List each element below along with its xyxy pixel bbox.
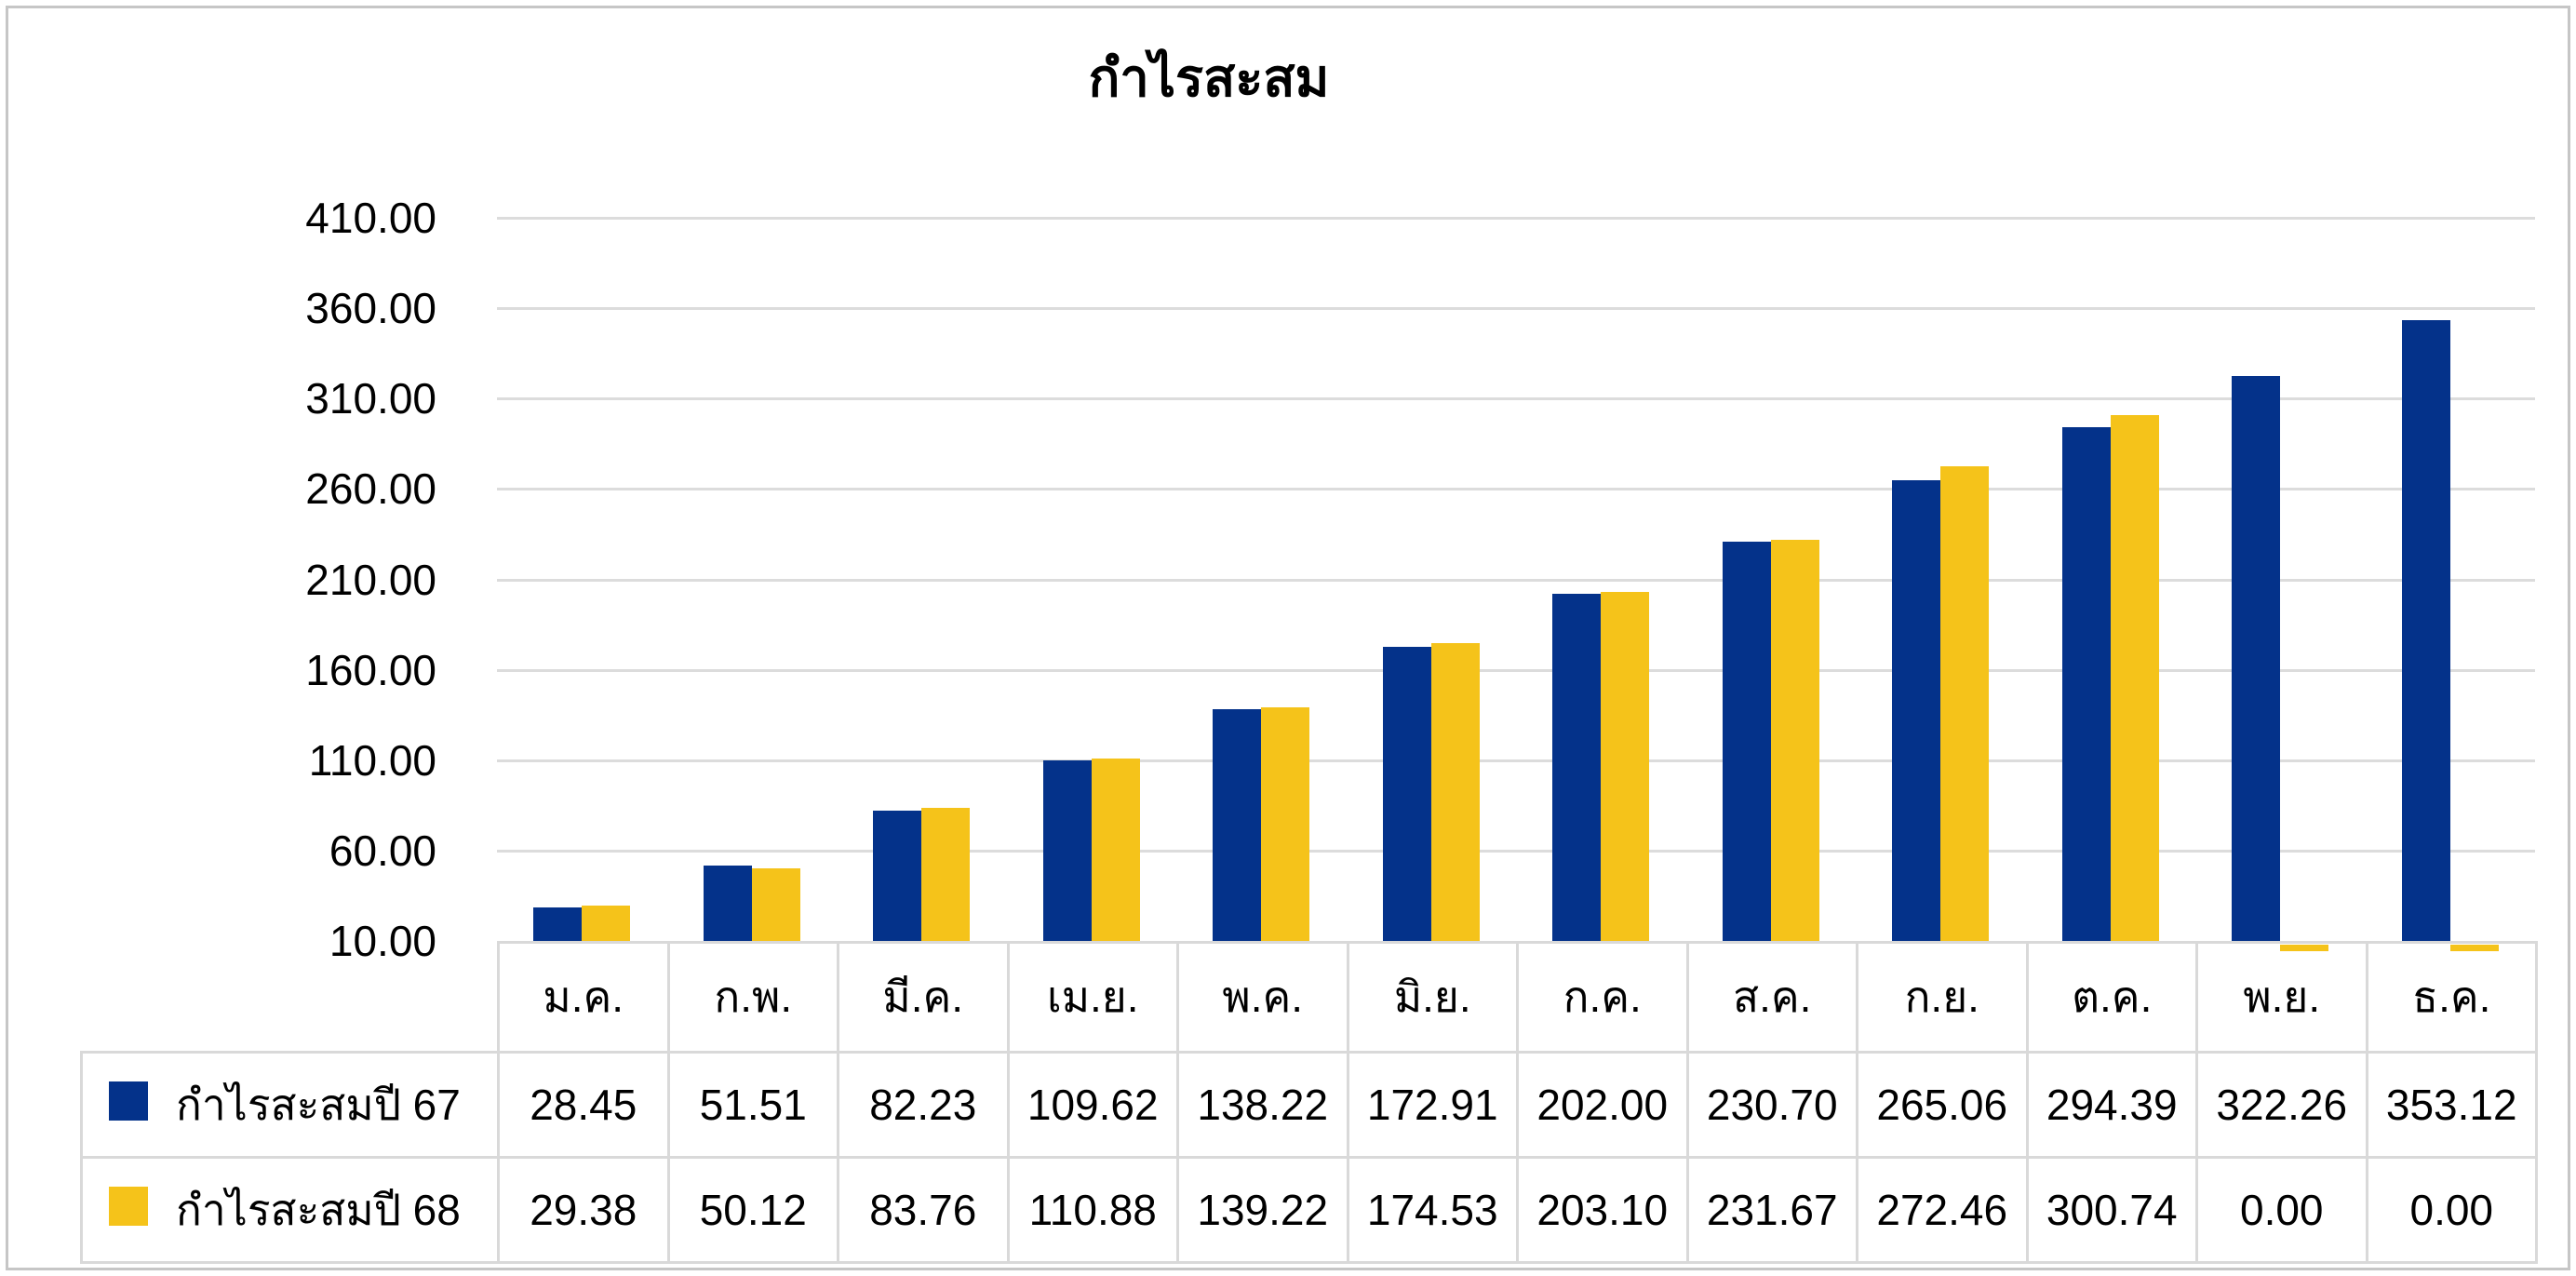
bar-y68-1: [751, 868, 800, 941]
y-axis-tick-3: 260.00: [305, 464, 436, 514]
y-axis-tick-6: 110.00: [308, 735, 436, 785]
month-header-0: ม.ค.: [497, 941, 670, 1054]
bar-y68-11: [2449, 945, 2499, 951]
bar-y68-7: [1770, 540, 1819, 941]
legend-label-y67: กำไรสะสมปี 67: [176, 1080, 461, 1129]
legend-swatch-y68: [109, 1187, 148, 1226]
month-header-3: เม.ย.: [1006, 941, 1179, 1054]
value-y68-10: 0.00: [2195, 1156, 2368, 1264]
bar-y67-3: [1042, 760, 1092, 941]
month-header-4: พ.ค.: [1176, 941, 1349, 1054]
bar-y68-9: [2110, 415, 2159, 941]
gridline-110.00: [497, 759, 2535, 762]
month-header-5: มิ.ย.: [1346, 941, 1519, 1054]
value-y67-9: 294.39: [2025, 1051, 2198, 1159]
value-y67-11: 353.12: [2365, 1051, 2538, 1159]
bar-y67-8: [1892, 479, 1941, 941]
month-header-10: พ.ย.: [2195, 941, 2368, 1054]
value-y67-0: 28.45: [497, 1051, 670, 1159]
value-y67-4: 138.22: [1176, 1051, 1349, 1159]
value-y68-6: 203.10: [1516, 1156, 1689, 1264]
legend-swatch-y67: [109, 1081, 148, 1121]
y-axis-tick-2: 310.00: [305, 374, 436, 423]
value-y68-8: 272.46: [1856, 1156, 2029, 1264]
legend-label-y68: กำไรสะสมปี 68: [176, 1185, 461, 1234]
table-corner-cell: [82, 943, 499, 1053]
bar-y68-6: [1601, 591, 1650, 941]
gridline-210.00: [497, 578, 2535, 582]
bar-y68-2: [921, 807, 971, 941]
value-y68-11: 0.00: [2365, 1156, 2538, 1264]
value-y68-7: 231.67: [1685, 1156, 1858, 1264]
bar-y68-4: [1261, 706, 1310, 941]
legend-cell-y68: กำไรสะสมปี 68: [80, 1156, 500, 1264]
bar-y67-4: [1213, 708, 1262, 941]
month-header-6: ก.ค.: [1516, 941, 1689, 1054]
month-header-2: มี.ค.: [837, 941, 1010, 1054]
value-y68-1: 50.12: [666, 1156, 839, 1264]
chart-title: กำไรสะสม: [1088, 48, 1330, 107]
value-y68-0: 29.38: [497, 1156, 670, 1264]
y-axis-tick-5: 160.00: [305, 645, 436, 694]
bar-y67-7: [1722, 542, 1771, 941]
data-table: ม.ค. ก.พ. มี.ค. เม.ย. พ.ค. มิ.ย. ก.ค. ส.ค. ก.ย. ต…: [80, 941, 2538, 1264]
value-y67-1: 51.51: [666, 1051, 839, 1159]
value-y68-9: 300.74: [2025, 1156, 2198, 1264]
series-row-y67: กำไรสะสมปี 67 28.45 51.51 82.23 109.62 138.22…: [80, 1051, 2538, 1159]
gridline-360.00: [497, 307, 2535, 311]
series-row-y68: กำไรสะสมปี 68 29.38 50.12 83.76 110.88 139.22…: [80, 1156, 2538, 1264]
bar-y68-8: [1940, 466, 1990, 941]
month-header-9: ต.ค.: [2025, 941, 2198, 1054]
y-axis-tick-8: 10.00: [329, 917, 436, 965]
plot-area: [497, 217, 2535, 951]
bar-y67-1: [703, 866, 752, 941]
bar-y67-5: [1382, 646, 1431, 941]
value-y67-7: 230.70: [1685, 1051, 1858, 1159]
gridline-160.00: [497, 668, 2535, 672]
bar-y67-9: [2061, 426, 2111, 941]
value-y68-5: 174.53: [1346, 1156, 1519, 1264]
value-y68-4: 139.22: [1176, 1156, 1349, 1264]
value-y67-6: 202.00: [1516, 1051, 1689, 1159]
value-y67-2: 82.23: [837, 1051, 1010, 1159]
table-body: ม.ค. ก.พ. มี.ค. เม.ย. พ.ค. มิ.ย. ก.ค. ส.ค. ก.ย. ต…: [80, 941, 2538, 1264]
y-axis-tick-4: 210.00: [305, 555, 436, 604]
value-y67-5: 172.91: [1346, 1051, 1519, 1159]
gridline-310.00: [497, 397, 2535, 401]
value-y67-3: 109.62: [1006, 1051, 1179, 1159]
bar-y68-3: [1091, 759, 1140, 941]
bar-y67-10: [2232, 376, 2281, 941]
bar-y68-5: [1430, 643, 1480, 941]
bar-y67-11: [2401, 320, 2450, 941]
bar-y67-2: [873, 810, 922, 941]
value-y68-3: 110.88: [1006, 1156, 1179, 1264]
value-y68-2: 83.76: [837, 1156, 1010, 1264]
y-axis-tick-7: 60.00: [329, 826, 436, 875]
gridline-60.00: [497, 849, 2535, 853]
gridline-410.00: [497, 217, 2535, 220]
gridline-260.00: [497, 488, 2535, 491]
value-y67-10: 322.26: [2195, 1051, 2368, 1159]
value-y67-8: 265.06: [1856, 1051, 2029, 1159]
month-header-7: ส.ค.: [1685, 941, 1858, 1054]
chart-frame: กำไรสะสม 410.00 360.00 310.00 260.00 210.00 1…: [6, 6, 2570, 1270]
bar-y68-0: [582, 906, 631, 941]
y-axis-tick-1: 360.00: [305, 284, 436, 333]
y-axis-tick-0: 410.00: [305, 194, 436, 242]
bar-y68-10: [2280, 945, 2329, 951]
month-header-1: ก.พ.: [666, 941, 839, 1054]
bar-y67-0: [533, 907, 583, 941]
month-header-8: ก.ย.: [1856, 941, 2029, 1054]
bar-y67-6: [1552, 594, 1602, 941]
legend-cell-y67: กำไรสะสมปี 67: [80, 1051, 500, 1159]
month-header-11: ธ.ค.: [2365, 941, 2538, 1054]
month-header-row: ม.ค. ก.พ. มี.ค. เม.ย. พ.ค. มิ.ย. ก.ค. ส.ค. ก.ย. ต…: [82, 941, 2538, 1054]
